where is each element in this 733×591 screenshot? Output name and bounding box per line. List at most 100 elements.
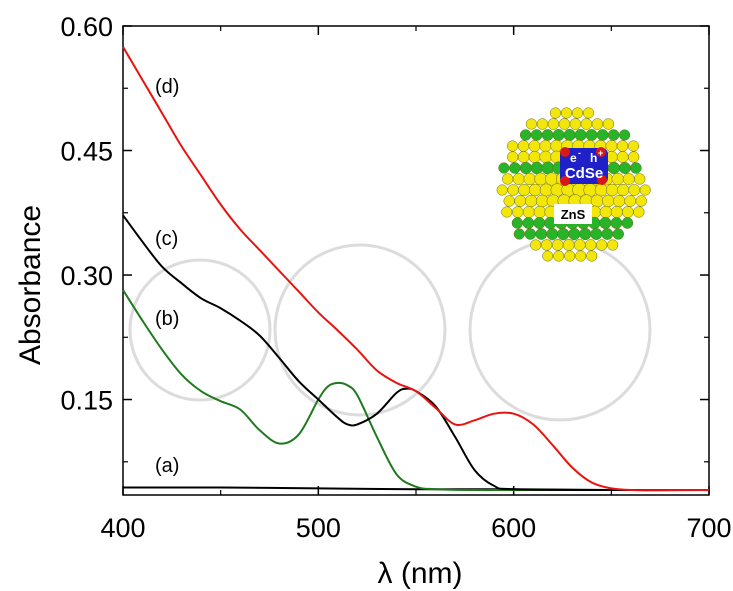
shell-sphere [512, 173, 525, 185]
shell-sphere [590, 228, 603, 240]
x-axis-ticks: 400 500 600 700 [100, 26, 732, 543]
shell-sphere [571, 107, 584, 119]
shell-sphere [633, 206, 645, 218]
series-c-line [122, 214, 710, 492]
y-tick-label: 0.15 [60, 386, 113, 416]
shell-sphere [509, 162, 521, 174]
y-tick-label: 0.60 [60, 12, 113, 42]
shell-sphere [519, 129, 532, 141]
shell-sphere [519, 161, 532, 175]
y-tick-label: 0.45 [60, 137, 113, 167]
shell-sphere [601, 194, 615, 208]
shell-sphere [542, 250, 554, 262]
shell-sphere [525, 194, 538, 208]
hole-label: h [590, 151, 597, 165]
shell-sphere [525, 118, 537, 130]
shell-sphere [611, 172, 624, 186]
series-layer [122, 46, 710, 492]
shell-sphere [619, 129, 631, 141]
shell-sphere [628, 151, 640, 163]
shell-sphere [610, 205, 623, 219]
shell-sphere [530, 161, 544, 175]
shell-sphere [630, 162, 642, 174]
shell-sphere [635, 195, 647, 207]
shell-sphere [610, 217, 623, 229]
shell-sphere [552, 129, 565, 141]
shell-sphere [612, 228, 624, 240]
shell-sphere [528, 150, 541, 164]
shell-sphere [586, 250, 598, 262]
shell-sphere [522, 206, 535, 218]
x-tick-label: 500 [296, 513, 341, 543]
shell-sphere [616, 151, 629, 163]
shell-sphere [639, 184, 651, 196]
shell-sphere [511, 217, 524, 229]
shell-sphere [546, 228, 559, 240]
core-atom [560, 176, 570, 186]
shell-sphere [607, 161, 621, 175]
x-tick-label: 700 [686, 513, 731, 543]
x-tick-label: 400 [100, 513, 145, 543]
shell-sphere [496, 184, 508, 196]
shell-sphere [582, 107, 595, 119]
shell-sphere [602, 118, 615, 130]
shell-sphere [563, 128, 576, 142]
core-atom [597, 175, 607, 185]
shell-sphere [513, 228, 525, 240]
shell-sphere [569, 118, 582, 130]
y-tick-label: 0.30 [60, 261, 113, 291]
shell-sphere [557, 227, 570, 241]
shell-sphere [575, 250, 587, 262]
background-watermark [128, 238, 652, 422]
shell-sphere [574, 128, 587, 142]
shell-sphere [503, 195, 515, 207]
shell-sphere [535, 228, 548, 240]
core-atom [596, 147, 606, 157]
shell-sphere [613, 194, 626, 208]
shell-sphere [607, 129, 620, 141]
shell-sphere [524, 228, 537, 240]
series-b-line [122, 289, 709, 492]
shell-sphere [568, 227, 581, 241]
shell-sphere [539, 150, 552, 164]
shell-sphere [517, 151, 530, 163]
shell-sphere [507, 184, 519, 196]
shell-sphere [533, 217, 546, 229]
shell-sphere [522, 217, 535, 229]
hole-charge: + [598, 148, 603, 158]
shell-sphere [541, 129, 554, 141]
shell-sphere [562, 239, 575, 251]
shell-sphere [528, 140, 541, 152]
shell-sphere [547, 118, 560, 130]
shell-sphere [507, 151, 519, 163]
shell-sphere [596, 129, 609, 141]
cdse-core [560, 148, 608, 184]
shell-sphere [591, 118, 604, 130]
shell-sphere [624, 195, 637, 207]
shell-sphere [580, 118, 593, 130]
shell-sphere [605, 140, 618, 152]
shell-sphere [536, 118, 549, 130]
shell-sphere [616, 140, 629, 152]
shell-sphere [530, 129, 543, 141]
zns-label-bg [554, 204, 592, 224]
shell-sphere [634, 173, 646, 185]
shell-sphere [585, 129, 598, 141]
shell-sphere [539, 139, 552, 153]
shell-sphere [573, 239, 586, 251]
shell-sphere [506, 140, 519, 152]
shell-sphere [549, 107, 562, 119]
shell-sphere [607, 239, 619, 251]
shell-sphere [501, 206, 513, 218]
shell-sphere [599, 205, 612, 219]
shell-sphere [523, 172, 536, 186]
shell-sphere [539, 183, 553, 197]
shell-sphere [541, 161, 555, 175]
electron-label: e [570, 151, 577, 165]
shell-sphere [534, 172, 548, 186]
shell-sphere [564, 250, 576, 262]
shell-sphere [535, 194, 549, 208]
shell-sphere [514, 195, 527, 207]
zns-label: ZnS [561, 207, 586, 222]
shell-sphere [533, 205, 546, 219]
